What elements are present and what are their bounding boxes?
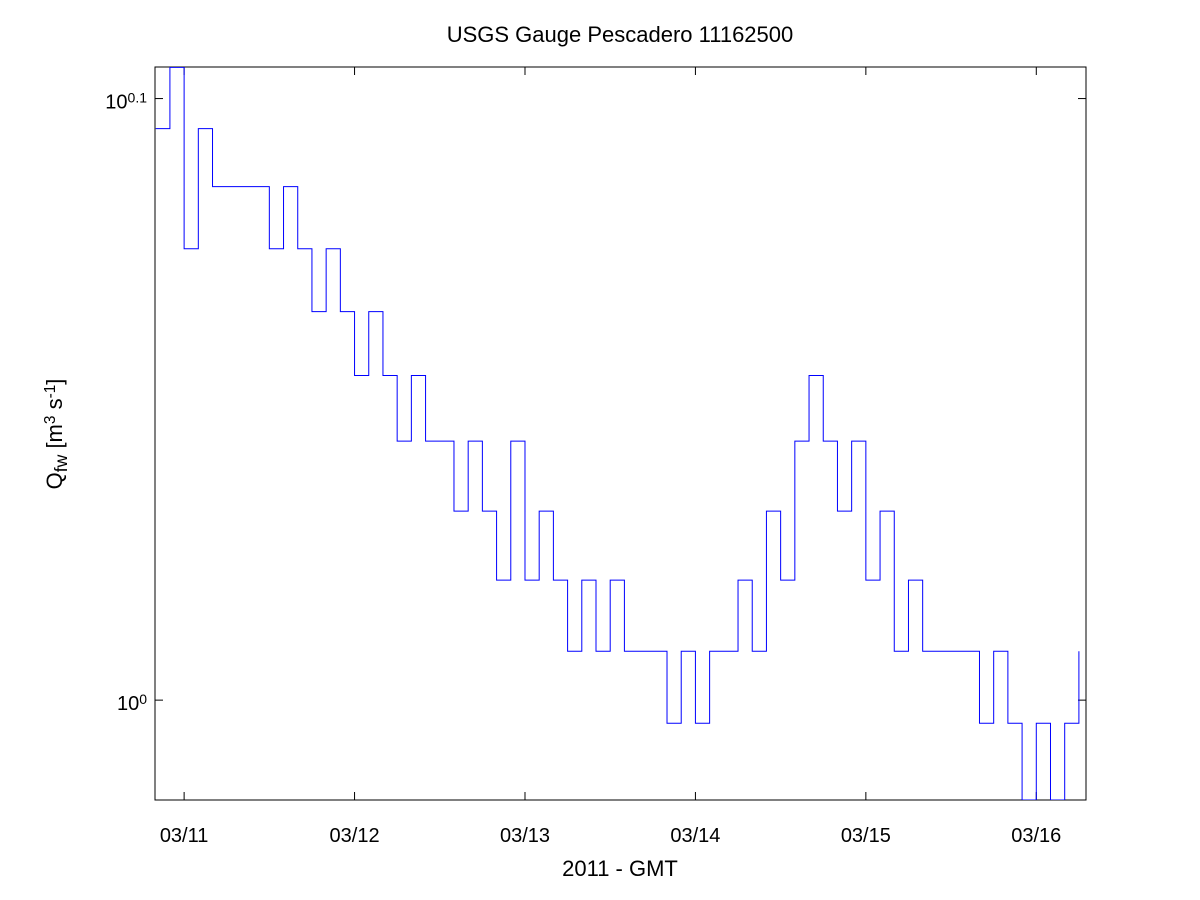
data-line: [155, 67, 1080, 800]
x-tick-label: 03/13: [500, 825, 550, 847]
axes-box: [154, 66, 1087, 801]
y-tick-label: 100: [117, 691, 147, 715]
x-tick-label: 03/12: [330, 825, 380, 847]
y-tick-label: 100.1: [105, 89, 147, 113]
x-axis-label: 2011 - GMT: [562, 856, 678, 881]
x-tick-label: 03/15: [841, 825, 891, 847]
x-tick-label: 03/11: [160, 825, 209, 847]
y-axis-label: Qfw [m3 s-1]: [42, 379, 71, 490]
chart-title: USGS Gauge Pescadero 11162500: [447, 22, 794, 47]
x-tick-label: 03/16: [1011, 825, 1061, 847]
x-tick-label: 03/14: [670, 825, 720, 847]
